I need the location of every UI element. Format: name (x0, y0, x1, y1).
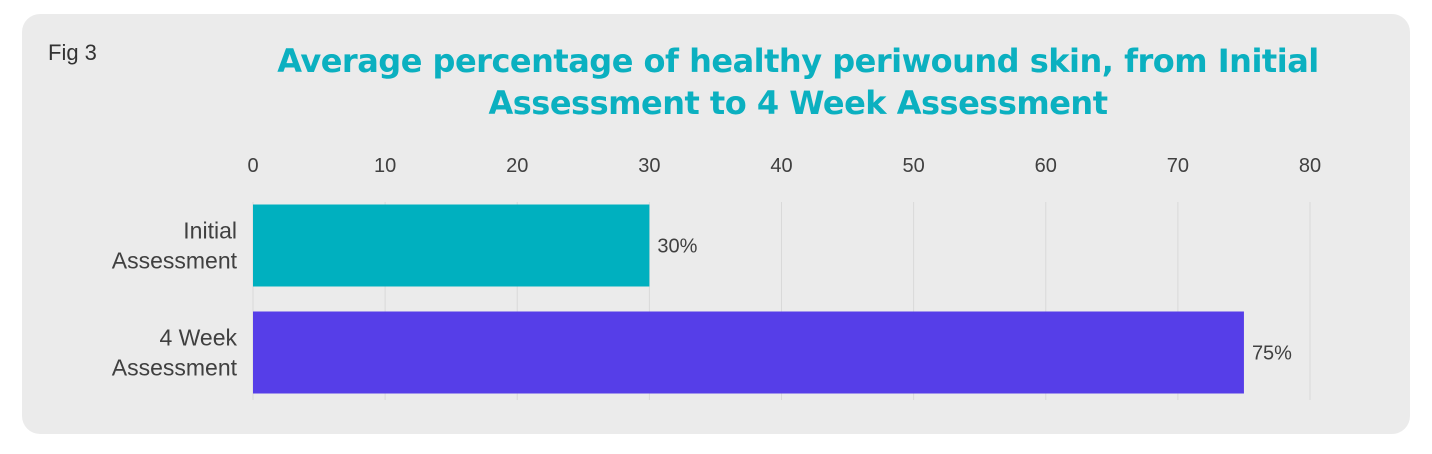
x-axis-ticks: 0 10 20 30 40 50 60 70 80 (247, 155, 1321, 177)
data-labels: 30% 75% (657, 236, 1292, 365)
x-tick-label: 30 (638, 155, 660, 177)
x-tick-label: 0 (247, 155, 258, 177)
bars (253, 204, 1244, 394)
bar (253, 311, 1244, 394)
x-tick-label: 50 (903, 155, 925, 177)
category-label: 4 Week Assessment (112, 325, 238, 381)
category-labels: Initial Assessment 4 Week Assessment (112, 218, 238, 381)
data-label: 75% (1252, 343, 1292, 365)
figure-label: Fig 3 (48, 40, 97, 65)
x-tick-label: 20 (506, 155, 528, 177)
x-tick-label: 40 (770, 155, 792, 177)
category-label: Initial Assessment (112, 218, 238, 274)
x-tick-label: 10 (374, 155, 396, 177)
x-tick-label: 60 (1035, 155, 1057, 177)
x-tick-label: 70 (1167, 155, 1189, 177)
bar (253, 204, 650, 287)
data-label: 30% (657, 236, 697, 258)
chart-title: Average percentage of healthy periwound … (277, 42, 1319, 122)
x-tick-label: 80 (1299, 155, 1321, 177)
